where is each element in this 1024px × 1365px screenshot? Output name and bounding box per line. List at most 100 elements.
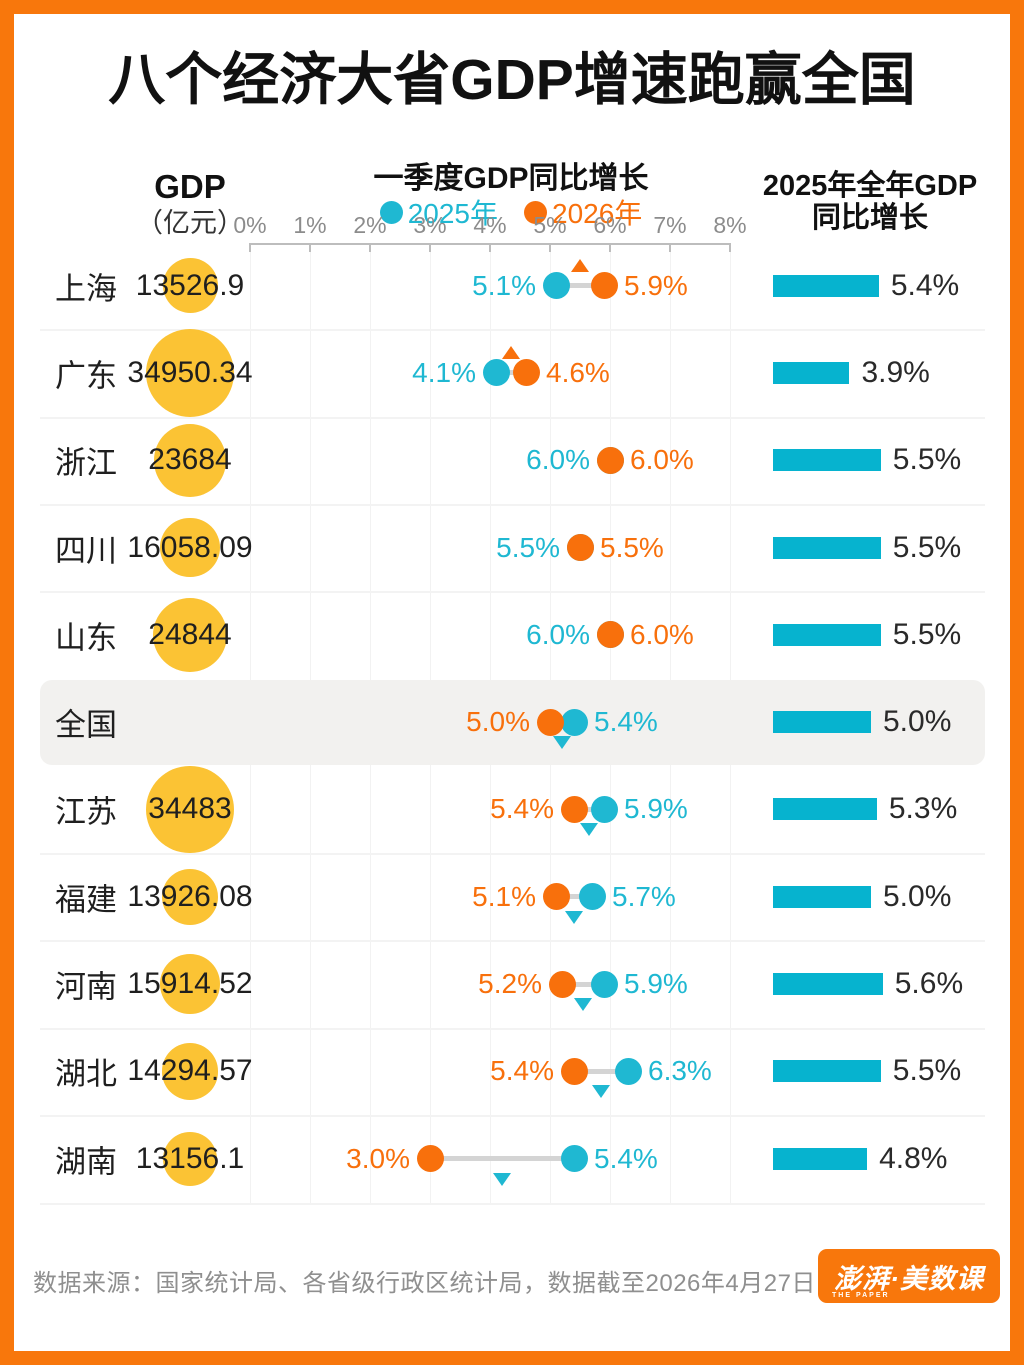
- gdp-bubble: [162, 1131, 218, 1186]
- axis-tick-label: 2%: [353, 212, 387, 238]
- region-label: 江苏: [55, 794, 117, 830]
- annual-growth-value: 5.3%: [888, 792, 958, 826]
- annual-growth-bar: [773, 885, 871, 908]
- row-separator: [40, 591, 985, 594]
- annual-growth-bar: [773, 274, 879, 297]
- logo-text: 澎湃·美数课: [834, 1263, 984, 1294]
- q1-2025-value: 6.0%: [526, 618, 590, 650]
- q1-2025-value: 5.4%: [594, 1142, 658, 1174]
- gdp-value: 34483: [148, 792, 232, 826]
- axis-tick: [549, 243, 551, 252]
- axis-tick: [309, 243, 311, 252]
- table-row: 浙江 23684 6.0% 6.0% 5.5%: [0, 417, 1024, 504]
- region-label: 四川: [55, 533, 117, 569]
- dumbbell-connector: [556, 283, 604, 289]
- annual-header-line2: 同比增长: [811, 202, 928, 235]
- row-separator: [40, 940, 985, 943]
- dot-2026-icon: [566, 534, 594, 562]
- annual-growth-bar: [773, 536, 881, 559]
- table-row: 福建 13926.08 5.1% 5.7% 5.0%: [0, 853, 1024, 940]
- axis-tick-label: 6%: [593, 212, 627, 238]
- annual-growth-bar: [773, 711, 871, 734]
- table-row: 湖南 13156.1 3.0% 5.4% 4.8%: [0, 1115, 1024, 1202]
- poster-title: 八个经济大省GDP增速跑赢全国: [108, 48, 916, 112]
- q1-2025-value: 5.1%: [472, 269, 536, 301]
- annual-growth-value: 5.5%: [892, 443, 962, 477]
- gdp-column-header: GDP （亿元）: [110, 168, 270, 237]
- table-row: 河南 15914.52 5.2% 5.9% 5.6%: [0, 940, 1024, 1027]
- q1-2025-value: 5.4%: [594, 706, 658, 738]
- q1-2025-value: 6.3%: [648, 1055, 712, 1087]
- table-row: 四川 16058.09 5.5% 5.5% 5.5%: [0, 504, 1024, 591]
- axis-tick-label: 4%: [473, 212, 507, 238]
- dot-2025-icon: [560, 1145, 588, 1173]
- row-separator: [40, 329, 985, 332]
- data-source-note: 数据来源：国家统计局、各省级行政区统计局，数据截至2026年4月27日: [33, 1270, 816, 1297]
- q1-2026-value: 5.9%: [624, 269, 688, 301]
- annual-column-header: 2025年全年GDP 同比增长: [735, 170, 1005, 235]
- increase-triangle-icon: [502, 345, 520, 359]
- q1-2025-value: 4.1%: [412, 356, 476, 388]
- dot-2026-icon: [596, 446, 624, 474]
- q1-2026-value: 5.2%: [478, 968, 542, 1000]
- gdp-value: 13526.9: [135, 268, 245, 302]
- gdp-value: 14294.57: [127, 1054, 253, 1088]
- axis-tick: [369, 243, 371, 252]
- table-row: 山东 24844 6.0% 6.0% 5.5%: [0, 591, 1024, 678]
- gdp-header-text: GDP: [154, 168, 226, 205]
- dot-2026-icon: [596, 621, 624, 649]
- gdp-bubble: [153, 423, 227, 497]
- q1-2025-value: 6.0%: [526, 444, 590, 476]
- gdp-value: 15914.52: [127, 967, 253, 1001]
- dot-2025-icon: [590, 795, 618, 823]
- dumbbell-connector: [562, 981, 604, 987]
- q1-2025-value: 5.9%: [624, 793, 688, 825]
- dumbbell-connector: [574, 1068, 628, 1074]
- gdp-bubble: [162, 258, 218, 314]
- region-label: 上海: [55, 271, 117, 307]
- decrease-triangle-icon: [574, 998, 592, 1012]
- gdp-value: 24844: [148, 617, 232, 651]
- dumbbell-connector: [496, 370, 526, 376]
- region-label: 湖南: [55, 1144, 117, 1180]
- dot-2025-icon: [614, 1057, 642, 1085]
- decrease-triangle-icon: [592, 1085, 610, 1099]
- legend-dot-2025-icon: [379, 200, 403, 224]
- q1-2026-value: 6.0%: [630, 618, 694, 650]
- dot-2026-icon: [542, 883, 570, 911]
- decrease-triangle-icon: [553, 736, 571, 750]
- axis-tick-label: 0%: [233, 212, 267, 238]
- axis-tick-label: 5%: [533, 212, 567, 238]
- region-label: 浙江: [55, 445, 117, 481]
- gdp-bubble: [145, 328, 235, 418]
- q1-2026-value: 5.4%: [490, 793, 554, 825]
- dot-2026-icon: [560, 795, 588, 823]
- region-label: 福建: [55, 882, 117, 918]
- table-row: 广东 34950.34 4.1% 4.6% 3.9%: [0, 328, 1024, 418]
- gdp-value: 34950.34: [127, 355, 253, 389]
- annual-growth-value: 3.9%: [861, 355, 930, 389]
- annual-growth-value: 5.5%: [892, 530, 962, 564]
- annual-growth-bar: [773, 361, 850, 384]
- q1-2025-value: 5.7%: [612, 880, 676, 912]
- q1-2025-value: 5.5%: [496, 531, 560, 563]
- gdp-bubble: [160, 517, 220, 578]
- axis-line: [250, 243, 730, 245]
- dumbbell-connector: [556, 894, 592, 900]
- annual-growth-bar: [773, 1147, 868, 1170]
- q1-2025-value: 5.9%: [624, 968, 688, 1000]
- legend-dot-2026-icon: [524, 200, 547, 224]
- gdp-value: 13926.08: [127, 879, 253, 913]
- axis-tick: [729, 243, 731, 252]
- q1-2026-value: 6.0%: [630, 444, 694, 476]
- annual-growth-value: 5.5%: [892, 1054, 962, 1088]
- dot-2025-icon: [578, 883, 606, 911]
- legend-item-2026: 2026年: [524, 192, 642, 232]
- gdp-bubble: [152, 597, 228, 673]
- decrease-triangle-icon: [580, 823, 598, 837]
- gdp-value: 16058.09: [127, 530, 253, 564]
- axis-tick: [429, 243, 431, 252]
- axis-tick: [609, 243, 611, 252]
